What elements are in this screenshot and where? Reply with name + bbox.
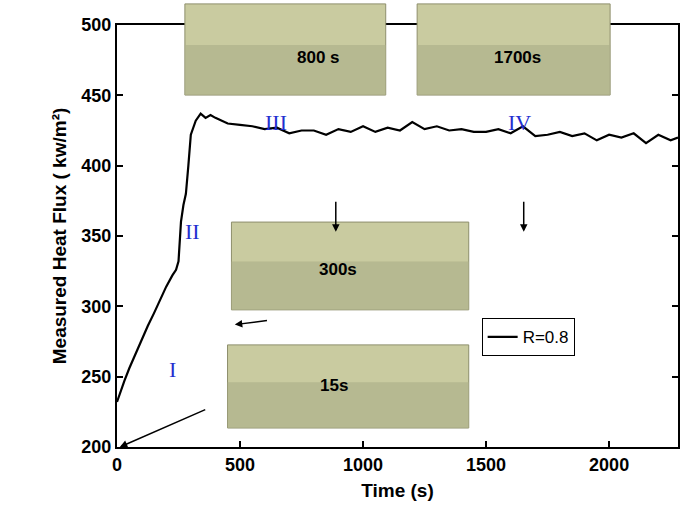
svg-text:R=0.8: R=0.8 <box>523 328 569 347</box>
svg-text:500: 500 <box>81 15 111 35</box>
svg-text:1000: 1000 <box>343 455 383 475</box>
svg-text:II: II <box>185 219 200 244</box>
svg-text:2000: 2000 <box>589 455 629 475</box>
svg-text:Time (s): Time (s) <box>361 480 434 501</box>
svg-text:450: 450 <box>81 86 111 106</box>
svg-text:15s: 15s <box>320 376 348 395</box>
svg-text:400: 400 <box>81 156 111 176</box>
svg-text:800 s: 800 s <box>297 48 340 67</box>
svg-text:200: 200 <box>81 437 111 457</box>
svg-text:500: 500 <box>225 455 255 475</box>
svg-text:300: 300 <box>81 297 111 317</box>
svg-text:250: 250 <box>81 367 111 387</box>
svg-text:Measured Heat Flux ( kw/m²): Measured Heat Flux ( kw/m²) <box>49 108 70 365</box>
svg-text:1700s: 1700s <box>494 48 541 67</box>
svg-text:1500: 1500 <box>466 455 506 475</box>
svg-text:300s: 300s <box>319 260 357 279</box>
svg-text:350: 350 <box>81 226 111 246</box>
svg-text:III: III <box>265 110 287 135</box>
svg-text:0: 0 <box>112 455 122 475</box>
svg-text:IV: IV <box>508 110 531 135</box>
svg-text:I: I <box>169 357 176 382</box>
